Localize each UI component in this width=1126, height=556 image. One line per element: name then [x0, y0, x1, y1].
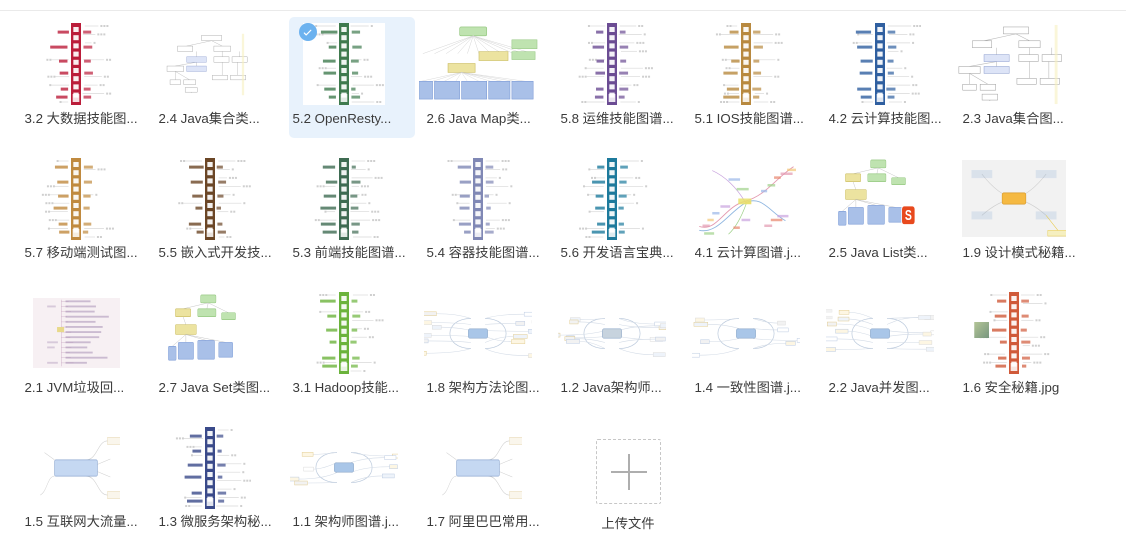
svg-text:S: S	[905, 207, 912, 224]
